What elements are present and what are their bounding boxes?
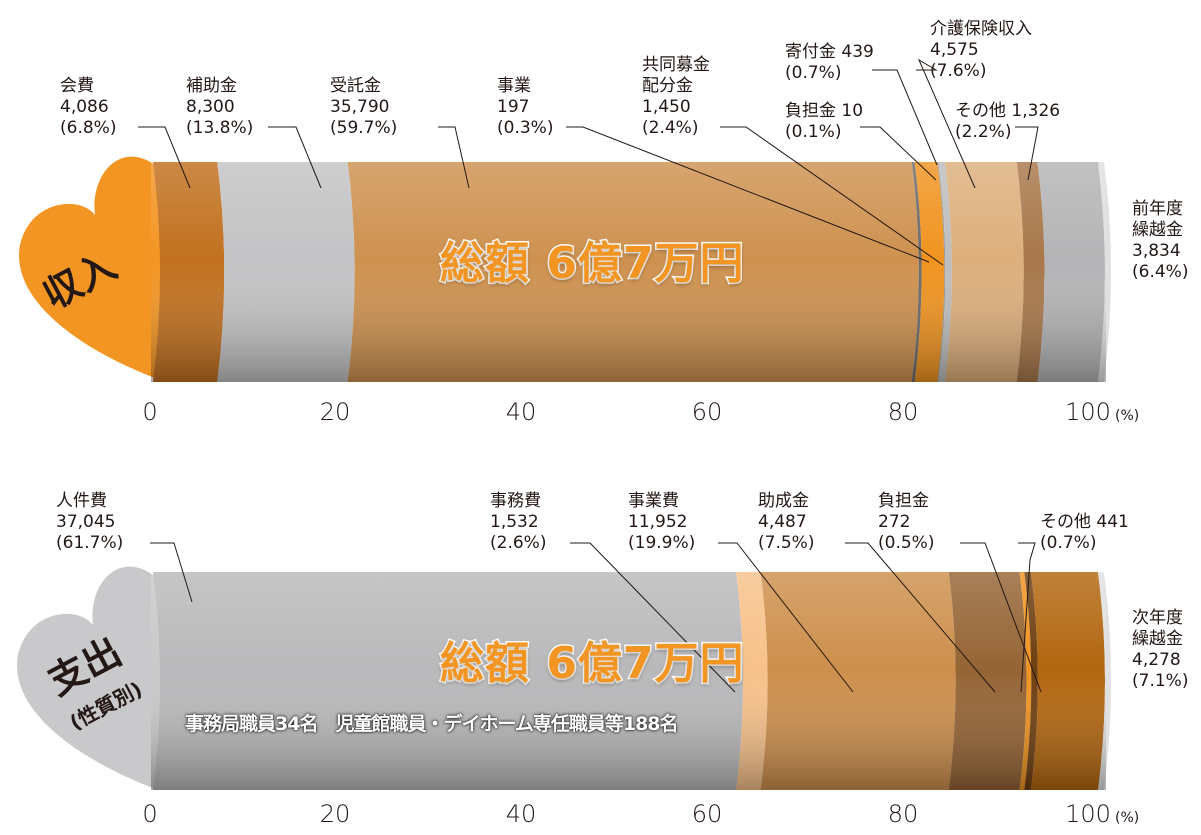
expense-label-joseikin: 助成金 4,487 (7.5%) (758, 491, 815, 553)
income-leader-line-8 (1015, 126, 1039, 181)
expense-axis-tick: 100 (1065, 800, 1111, 828)
expense-axis-tick: 0 (142, 800, 158, 828)
expense-label-jigyohi: 事業費 11,952 (19.9%) (628, 491, 696, 553)
expense-axis-tick: 20 (319, 800, 351, 828)
expense-label-futankin: 負担金 272 (0.5%) (878, 491, 935, 553)
expense-leader-line-4 (960, 542, 1042, 693)
expense-axis-unit: (%) (1115, 810, 1140, 826)
income-label-zennendo: 前年度 繰越金 3,834 (6.4%) (1132, 199, 1189, 282)
expense-heart-shape (17, 566, 170, 790)
expense-axis-tick: 40 (505, 800, 537, 828)
income-label-kaihi: 会費 4,086 (6.8%) (60, 76, 117, 138)
income-axis-tick: 60 (691, 398, 723, 426)
income-label-jigyo: 事業 197 (0.3%) (497, 76, 554, 138)
income-heart-shape (19, 156, 172, 380)
income-total-label: 総額 6億7万円 (439, 237, 746, 291)
income-label-futankin: 負担金 10 (0.1%) (785, 101, 864, 142)
income-label-kyodobokin: 共同募金 配分金 1,450 (2.4%) (642, 55, 710, 138)
income-leader-line-4 (720, 126, 944, 266)
income-axis-tick: 80 (887, 398, 919, 426)
expense-bar-shading (151, 572, 1106, 790)
income-label-kifukin: 寄付金 439 (0.7%) (785, 42, 874, 83)
expense-axis-tick: 80 (887, 800, 919, 828)
income-leader-line-0 (138, 126, 191, 189)
income-label-jutakukin: 受託金 35,790 (59.7%) (330, 76, 398, 138)
income-axis-tick: 100 (1065, 398, 1111, 426)
income-bar-endcap (1098, 162, 1111, 382)
income-leader-line-3 (566, 126, 930, 263)
income-axis-tick: 20 (319, 398, 351, 426)
income-label-kaigohoken: 介護保険収入 4,575 (7.6%) (930, 19, 1032, 81)
income-leader-line-1 (268, 126, 322, 189)
expense-total-label: 総額 6億7万円 (439, 637, 746, 691)
expense-label-jinkenhi: 人件費 37,045 (61.7%) (56, 491, 124, 553)
income-leader-line-7 (916, 58, 976, 189)
income-axis-tick: 40 (505, 398, 537, 426)
expense-leader-line-2 (718, 542, 854, 693)
income-label-sonota: その他 1,326 (2.2%) (955, 101, 1061, 142)
income-axis-unit: (%) (1115, 408, 1140, 424)
income-leader-line-5 (860, 126, 937, 181)
expense-bar-endcap (1098, 572, 1111, 790)
expense-leader-line-3 (845, 542, 996, 693)
income-axis-tick: 0 (142, 398, 158, 426)
expense-leader-line-1 (570, 542, 736, 693)
expense-label-jinendo: 次年度 繰越金 4,278 (7.1%) (1132, 608, 1189, 691)
expense-staff-note: 事務局職員34名 児童館職員・デイホーム専任職員等188名 (185, 713, 679, 735)
expense-leader-line-5 (1018, 542, 1036, 693)
income-leader-line-2 (438, 126, 470, 189)
expense-label-jimuhi: 事務費 1,532 (2.6%) (490, 491, 547, 553)
income-label-hojokin: 補助金 8,300 (13.8%) (186, 76, 254, 138)
expense-label-sonota: その他 441 (0.7%) (1040, 512, 1129, 553)
expense-axis-tick: 60 (691, 800, 723, 828)
income-leader-line-6 (872, 69, 938, 166)
expense-leader-line-0 (150, 542, 193, 603)
income-bar-shading (151, 162, 1106, 382)
